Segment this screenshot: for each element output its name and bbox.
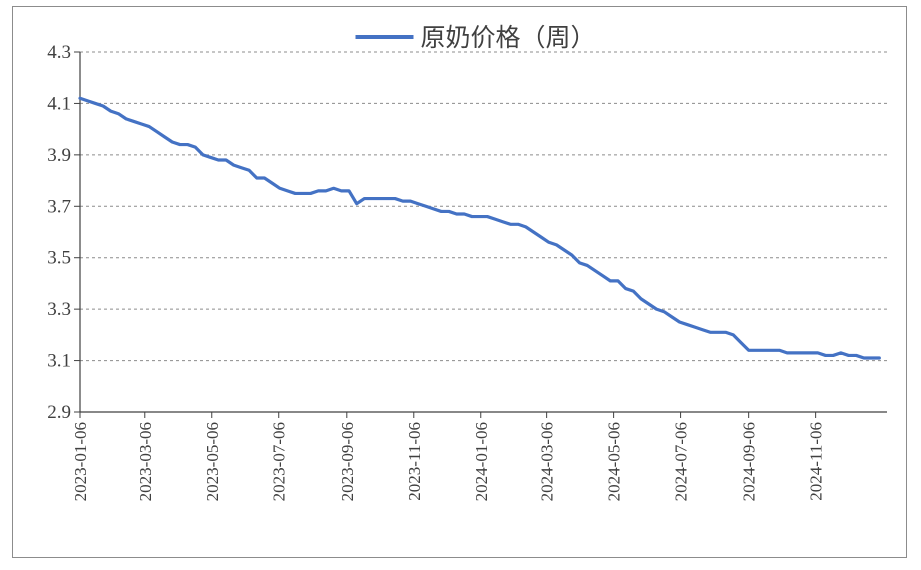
x-tick-label: 2023-01-06: [71, 422, 90, 501]
x-tick-label: 2023-03-06: [136, 422, 155, 501]
line-chart: 2.93.13.33.53.73.94.14.3 2023-01-06 2023-…: [47, 23, 887, 501]
x-tick-label: 2023-07-06: [270, 422, 289, 501]
series-layer: [78, 96, 881, 360]
x-tick-label: 2024-11-06: [807, 422, 826, 501]
y-axis-ticks: 2.9 3.1 3.3 3.5 3.7 3.9 4.1 4.3: [47, 42, 80, 423]
y-tick-label: 2.9: [47, 402, 71, 423]
x-tick-label: 2023-09-06: [338, 422, 357, 501]
chart-frame: 2.9 3.1 3.3 3.5 3.7 3.9 4.1 4.3 2023-01-06 2023-…: [12, 6, 907, 558]
legend-label: 原奶价格（周）: [421, 23, 596, 52]
y-tick-label: 4.3: [47, 42, 71, 63]
x-tick-label: 2023-11-06: [405, 422, 424, 501]
x-tick-label: 2024-07-06: [672, 422, 691, 501]
axes: [79, 52, 887, 413]
gridlines: [80, 51, 887, 362]
y-tick-label: 3.7: [47, 196, 71, 217]
x-tick-label: 2023-05-06: [203, 422, 222, 501]
x-tick-label: 2024-05-06: [605, 422, 624, 501]
series-line: [78, 96, 881, 360]
legend: 原奶价格（周）: [355, 23, 596, 52]
x-tick-label: 2024-03-06: [538, 422, 557, 501]
y-tick-label: 3.9: [47, 145, 71, 166]
x-tick-label: 2024-01-06: [472, 422, 491, 501]
x-tick-label: 2024-09-06: [740, 422, 759, 501]
y-tick-label: 3.1: [47, 351, 71, 372]
y-tick-label: 3.3: [47, 299, 71, 320]
y-tick-label: 3.5: [47, 248, 71, 269]
x-axis-ticks: 2023-01-06 2023-03-06 2023-05-06 2023-07-06…: [71, 412, 826, 501]
y-tick-label: 4.1: [47, 93, 71, 114]
